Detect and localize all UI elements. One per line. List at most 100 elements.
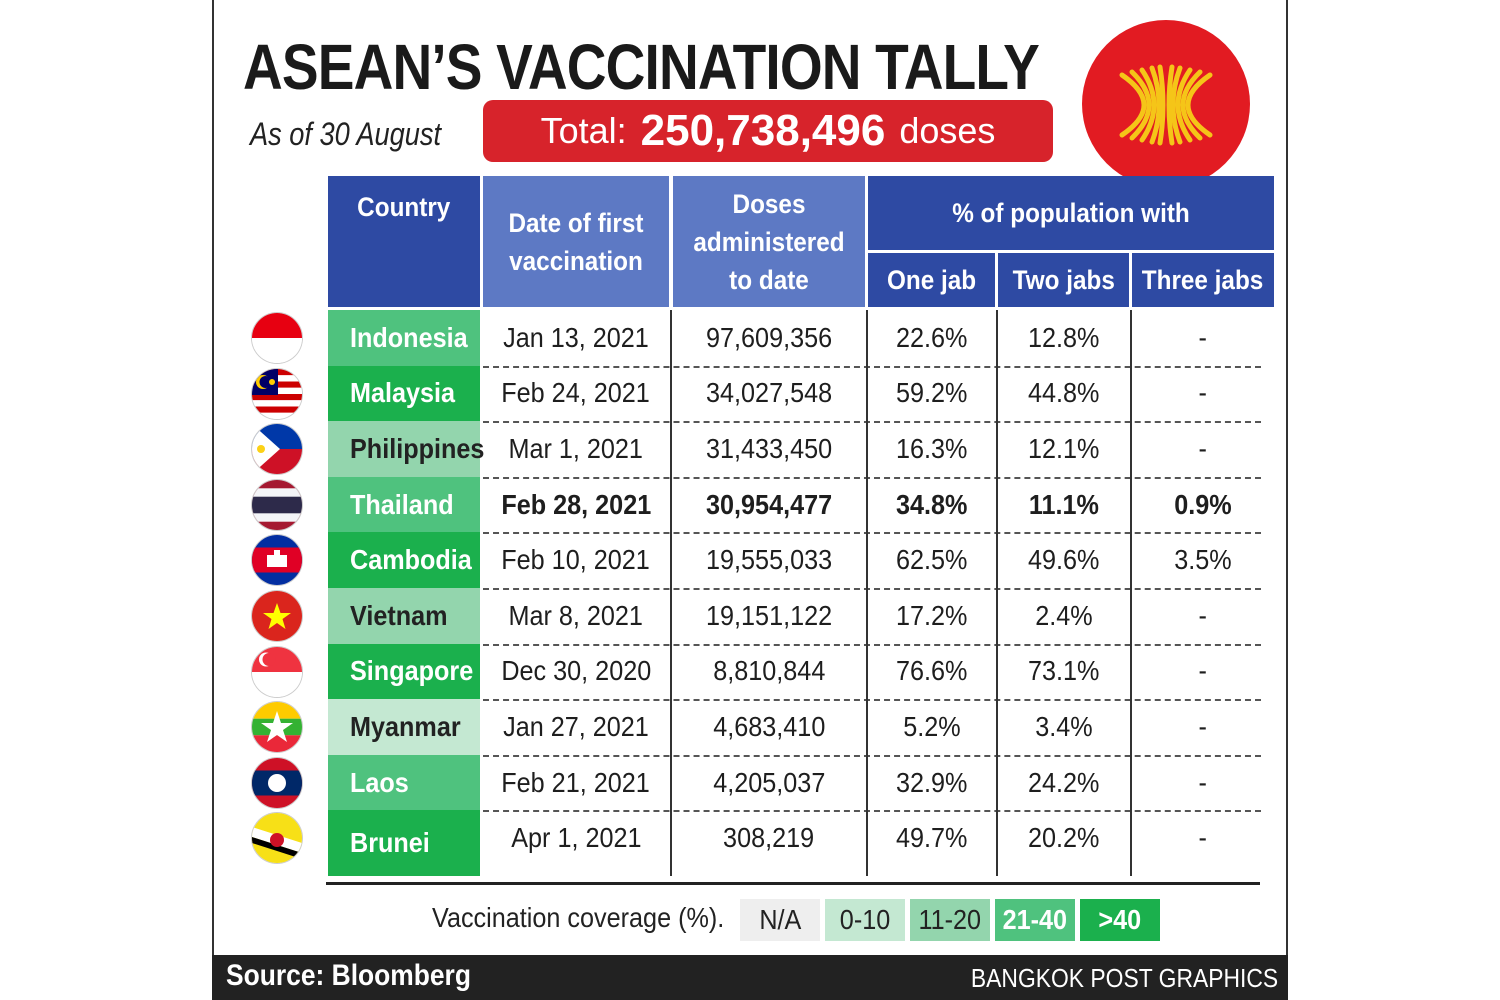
two-cell: 44.8%: [998, 366, 1129, 422]
three-value: -: [1198, 321, 1208, 353]
three-value: -: [1198, 432, 1208, 464]
total-doses-badge: Total: 250,738,496 doses: [483, 100, 1053, 162]
doses-value: 30,954,477: [705, 488, 833, 520]
header-country: Country: [328, 176, 480, 307]
total-unit: doses: [899, 110, 996, 151]
row-separator: [483, 699, 1261, 702]
doses-cell: 30,954,477: [673, 477, 865, 533]
three-cell: -: [1132, 366, 1274, 422]
legend-label: Vaccination coverage (%).: [432, 902, 725, 933]
country-cell: Laos: [328, 754, 480, 811]
two-cell: 3.4%: [998, 699, 1129, 755]
one-cell: 32.9%: [868, 755, 995, 811]
one-value: 16.3%: [895, 432, 968, 464]
one-value: 62.5%: [895, 544, 968, 576]
doses-cell: 308,219: [673, 810, 865, 866]
one-cell: 22.6%: [868, 310, 995, 366]
two-cell: 11.1%: [998, 477, 1129, 533]
table-bottom-rule: [326, 882, 1260, 885]
doses-cell: 4,683,410: [673, 699, 865, 755]
three-cell: -: [1132, 588, 1274, 644]
country-cell: Philippines: [328, 421, 484, 477]
country-name: Brunei: [350, 827, 430, 859]
legend-item-21-40: 21-40: [995, 899, 1075, 941]
date-cell: Feb 10, 2021: [483, 532, 669, 588]
column-divider: [670, 310, 672, 876]
one-cell: 16.3%: [868, 421, 995, 477]
country-cell: Indonesia: [328, 310, 480, 366]
two-cell: 24.2%: [998, 755, 1129, 811]
country-cell: Cambodia: [328, 532, 480, 588]
doses-cell: 97,609,356: [673, 310, 865, 366]
date-cell: Feb 21, 2021: [483, 755, 669, 811]
date-value: Mar 1, 2021: [508, 432, 644, 464]
page-title: ASEAN’S VACCINATION TALLY: [243, 31, 1040, 103]
two-value: 2.4%: [1034, 599, 1093, 631]
legend-item-over-40: >40: [1080, 899, 1160, 941]
two-cell: 12.1%: [998, 421, 1129, 477]
country-cell: Malaysia: [328, 365, 480, 422]
one-value: 59.2%: [895, 377, 968, 409]
country-cell: Singapore: [328, 643, 480, 700]
one-value: 5.2%: [902, 710, 961, 742]
three-cell: 0.9%: [1132, 477, 1274, 533]
doses-cell: 19,151,122: [673, 588, 865, 644]
date-cell: Apr 1, 2021: [483, 810, 669, 866]
doses-value: 19,555,033: [705, 544, 833, 576]
row-separator: [483, 421, 1261, 424]
vietnam-flag-icon: [252, 591, 302, 641]
one-cell: 76.6%: [868, 644, 995, 700]
doses-value: 31,433,450: [705, 432, 833, 464]
one-cell: 5.2%: [868, 699, 995, 755]
country-cell: Myanmar: [328, 699, 480, 755]
two-value: 24.2%: [1027, 766, 1100, 798]
country-cell: Brunei: [328, 810, 480, 876]
malaysia-flag-icon: [252, 368, 302, 419]
three-value: -: [1198, 655, 1208, 687]
date-cell: Jan 27, 2021: [483, 699, 669, 755]
doses-value: 308,219: [723, 822, 815, 854]
doses-cell: 31,433,450: [673, 421, 865, 477]
one-value: 34.8%: [895, 488, 968, 520]
date-cell: Feb 24, 2021: [483, 366, 669, 422]
date-value: Feb 24, 2021: [501, 377, 651, 409]
two-cell: 20.2%: [998, 810, 1129, 866]
two-value: 11.1%: [1028, 488, 1099, 520]
date-value: Feb 10, 2021: [501, 544, 651, 576]
legend-item-0-10: 0-10: [825, 899, 905, 941]
singapore-flag-icon: [252, 646, 302, 697]
three-cell: -: [1132, 699, 1274, 755]
date-cell: Jan 13, 2021: [483, 310, 669, 366]
two-value: 44.8%: [1027, 377, 1100, 409]
doses-value: 8,810,844: [712, 655, 826, 687]
footer-bar: Source: Bloomberg BANGKOK POST GRAPHICS: [212, 955, 1288, 1000]
three-cell: -: [1132, 755, 1274, 811]
legend-item-na: N/A: [740, 899, 820, 941]
one-value: 49.7%: [895, 822, 968, 854]
date-cell: Feb 28, 2021: [483, 477, 669, 533]
header-doses: Doses administered to date: [673, 176, 865, 307]
three-cell: -: [1132, 310, 1274, 366]
one-value: 32.9%: [895, 766, 968, 798]
three-value: -: [1198, 710, 1208, 742]
country-name: Cambodia: [350, 544, 472, 576]
three-cell: -: [1132, 644, 1274, 700]
row-separator: [483, 532, 1261, 535]
laos-flag-icon: [252, 757, 302, 808]
graphics-credit: BANGKOK POST GRAPHICS: [970, 963, 1278, 993]
column-divider: [996, 310, 998, 876]
myanmar-flag-icon: [252, 702, 302, 753]
doses-value: 97,609,356: [705, 321, 833, 353]
total-label: Total:: [540, 110, 627, 151]
date-value: Jan 27, 2021: [503, 710, 649, 742]
legend-item-11-20: 11-20: [910, 899, 990, 941]
one-value: 17.2%: [895, 599, 968, 631]
two-value: 12.1%: [1027, 432, 1100, 464]
header-one-jab: One jab: [868, 253, 995, 307]
doses-value: 4,205,037: [712, 766, 826, 798]
header-two-jabs: Two jabs: [998, 253, 1129, 307]
row-separator: [483, 476, 1261, 479]
two-cell: 12.8%: [998, 310, 1129, 366]
date-value: Jan 13, 2021: [503, 321, 649, 353]
thailand-flag-icon: [252, 479, 302, 530]
